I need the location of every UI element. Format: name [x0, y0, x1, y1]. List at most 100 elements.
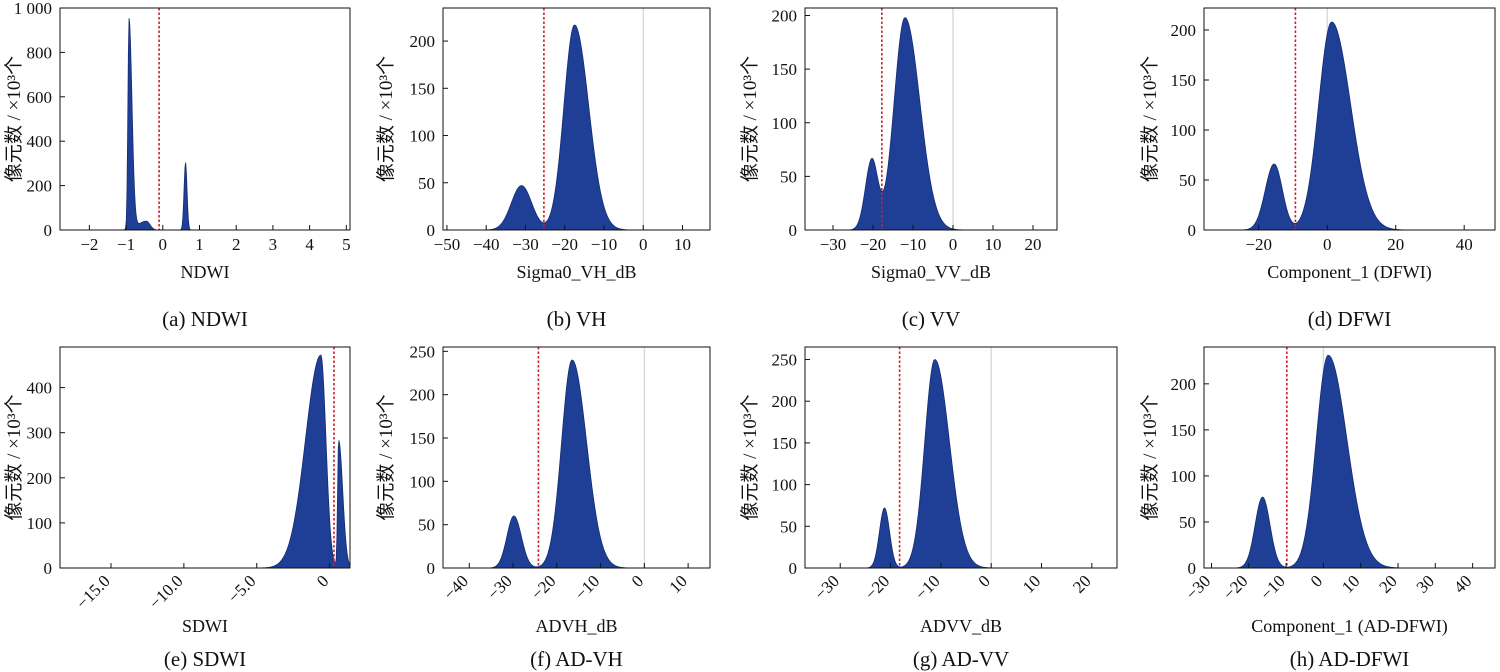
x-tick-label: −20 — [1219, 571, 1251, 603]
x-tick-label: 20 — [1375, 571, 1400, 596]
y-tick-label: 50 — [1179, 513, 1196, 532]
y-tick-label: 200 — [1171, 375, 1197, 394]
y-tick-label: 200 — [410, 32, 436, 51]
histogram-area — [60, 18, 350, 231]
y-tick-label: 50 — [780, 517, 797, 536]
y-tick-label: 150 — [1171, 421, 1197, 440]
x-axis-title: ADVH_dB — [535, 616, 617, 636]
y-axis-title: 像元数 / ×10³个 — [3, 394, 25, 520]
y-tick-label: 300 — [27, 424, 53, 443]
y-axis-title: 像元数 / ×10³个 — [739, 56, 761, 182]
x-tick-label: 20 — [1025, 235, 1042, 254]
x-tick-label: −30 — [811, 571, 843, 603]
x-tick-label: −1 — [117, 235, 135, 254]
y-axis-title: 像元数 / ×10³个 — [375, 394, 397, 520]
x-tick-label: −30 — [484, 571, 516, 603]
y-tick-label: 150 — [1171, 71, 1197, 90]
y-tick-label: 50 — [418, 516, 435, 535]
x-tick-label: 10 — [674, 235, 691, 254]
panel-h: −30 −20 −10 0 10 20 30 40050100150200Component_… — [1139, 346, 1496, 671]
panel-e: −15.0 −10.0 −5.0 0 0 100 200 300 400 SDWI 像元数 / ×1… — [3, 346, 351, 671]
y-tick-label: 150 — [772, 434, 798, 453]
x-tick-label: 40 — [1450, 571, 1475, 596]
x-tick-label: −30 — [820, 235, 847, 254]
y-axis-title: 像元数 / ×10³个 — [375, 56, 397, 182]
histogram-area — [1204, 21, 1495, 231]
plot-frame — [1203, 7, 1496, 231]
y-tick-label: 100 — [1171, 467, 1197, 486]
panel-caption: (c) VV — [902, 307, 961, 331]
plot-frame — [804, 7, 1058, 231]
y-tick-label: 400 — [27, 379, 53, 398]
x-tick-label: 0 — [975, 571, 994, 590]
panel-a: −2 −1 0 1 2 3 4 5 0 200 400 600 800 1 000 NDWI 像元数 / ×1… — [3, 0, 351, 331]
x-axis-title: Component_1 (AD-DFWI) — [1251, 616, 1447, 637]
plot-frame — [59, 7, 351, 231]
y-tick-label: 150 — [410, 79, 436, 98]
y-tick-label: 250 — [410, 342, 436, 361]
x-tick-label: −5.0 — [224, 571, 259, 606]
panel-caption: (g) AD-VV — [913, 647, 1009, 671]
y-tick-label: 200 — [1171, 21, 1197, 40]
x-axis-title: Sigma0_VV_dB — [871, 262, 991, 282]
histogram-area — [60, 354, 351, 569]
x-axis-title: NDWI — [181, 262, 230, 282]
y-tick-label: 200 — [772, 392, 798, 411]
panel-caption: (b) VH — [547, 307, 607, 331]
x-tick-label: −20 — [551, 235, 578, 254]
x-tick-label: −10 — [591, 235, 618, 254]
x-tick-label: −10 — [900, 235, 927, 254]
y-tick-label: 50 — [780, 167, 797, 186]
y-tick-label: 200 — [410, 386, 436, 405]
x-tick-label: 1 — [195, 235, 204, 254]
y-tick-label: 0 — [789, 559, 798, 578]
y-tick-label: 100 — [1171, 121, 1197, 140]
x-tick-label: −2 — [80, 235, 98, 254]
histogram-area — [805, 17, 1057, 231]
panel-caption: (e) SDWI — [164, 647, 246, 671]
y-tick-label: 0 — [427, 221, 436, 240]
y-tick-label: 100 — [772, 476, 798, 495]
panel-b: −50 −40 −30 −20 −10 0 10050100150200Sigma0_VH_… — [375, 7, 711, 331]
plot-frame — [804, 346, 1118, 569]
x-tick-label: 3 — [269, 235, 278, 254]
y-tick-label: 50 — [1179, 171, 1196, 190]
x-tick-label: −30 — [512, 235, 539, 254]
y-tick-label: 0 — [44, 559, 53, 578]
x-tick-label: −20 — [860, 235, 887, 254]
x-tick-label: 0 — [949, 235, 958, 254]
y-axis-title: 像元数 / ×10³个 — [3, 56, 25, 182]
x-tick-label: 0 — [628, 571, 647, 590]
panel-f: −40 −30 −20 −10 0 10050100150200250ADVH_dB像元数… — [375, 342, 711, 671]
y-tick-label: 0 — [1188, 221, 1197, 240]
y-axis-title: 像元数 / ×10³个 — [739, 394, 761, 520]
x-tick-label: 20 — [1069, 571, 1094, 596]
x-tick-label: 10 — [665, 571, 690, 596]
x-tick-label: 0 — [1323, 235, 1332, 254]
plot-frame — [442, 346, 711, 569]
y-tick-label: 200 — [27, 469, 53, 488]
y-tick-label: 0 — [1188, 559, 1197, 578]
x-tick-label: 0 — [1307, 571, 1326, 590]
y-tick-label: 100 — [772, 114, 798, 133]
x-tick-label: −20 — [861, 571, 893, 603]
x-tick-label: −20 — [1245, 235, 1272, 254]
histogram-area — [443, 359, 710, 569]
x-tick-label: 40 — [1456, 235, 1473, 254]
x-axis-title: ADVV_dB — [920, 616, 1002, 636]
x-tick-label: −10 — [1257, 571, 1289, 603]
x-axis-title: SDWI — [182, 616, 228, 636]
x-tick-label: 5 — [342, 235, 351, 254]
y-tick-label: 250 — [772, 351, 798, 370]
x-tick-label: 0 — [639, 235, 648, 254]
y-tick-label: 100 — [410, 127, 436, 146]
y-axis-title: 像元数 / ×10³个 — [1139, 394, 1161, 520]
y-tick-label: 100 — [27, 514, 53, 533]
y-tick-label: 800 — [27, 43, 53, 62]
histogram-area — [443, 24, 710, 231]
x-axis-title: Sigma0_VH_dB — [516, 262, 636, 282]
y-tick-label: 150 — [410, 429, 436, 448]
panel-caption: (f) AD-VH — [530, 647, 623, 671]
y-tick-label: 0 — [44, 221, 53, 240]
